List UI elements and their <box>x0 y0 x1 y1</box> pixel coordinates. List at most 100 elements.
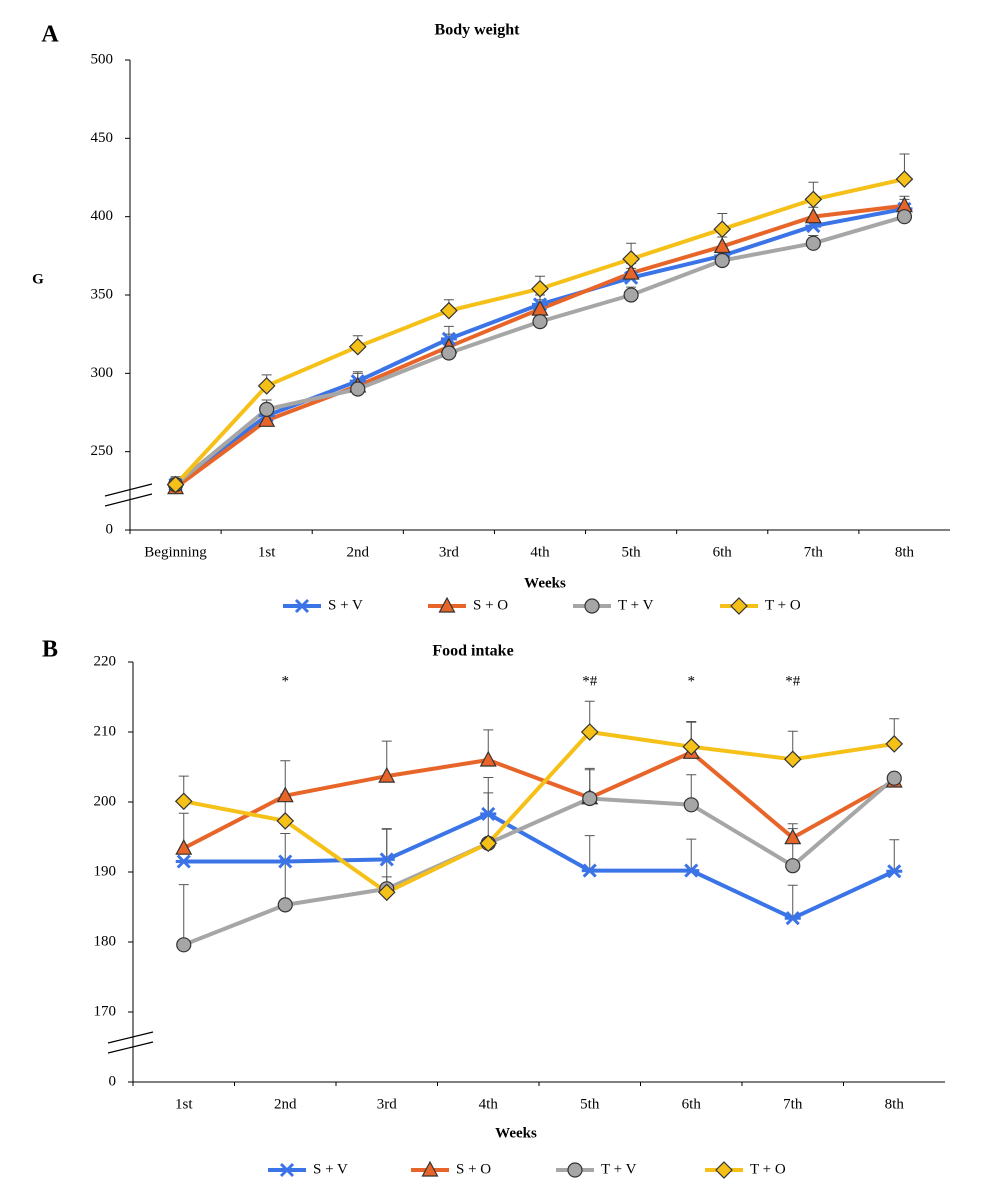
data-point <box>896 209 913 225</box>
data-point <box>175 854 192 869</box>
data-point <box>531 279 549 298</box>
y-tick-label: 0 <box>109 1073 117 1089</box>
x-tick-label: 3rd <box>377 1096 397 1112</box>
panel-label: B <box>42 637 58 663</box>
data-point <box>784 911 801 926</box>
series-line <box>183 776 896 947</box>
data-point <box>895 170 914 188</box>
data-point <box>277 897 293 913</box>
x-tick-label: 3rd <box>439 544 459 560</box>
x-tick-label: 1st <box>175 1096 193 1112</box>
data-point <box>259 401 275 417</box>
y-tick-label: 300 <box>91 365 114 381</box>
data-point <box>785 858 801 874</box>
x-tick-label: 7th <box>783 1096 803 1112</box>
data-point <box>804 190 823 209</box>
data-point <box>258 411 276 427</box>
data-point <box>784 828 802 845</box>
data-point <box>276 812 295 830</box>
data-point <box>683 863 700 878</box>
data-point <box>886 770 902 786</box>
x-tick-label: 2nd <box>274 1096 297 1112</box>
x-tick-label: 5th <box>580 1096 600 1112</box>
data-point <box>682 737 701 756</box>
axis-break-marks <box>104 483 154 1054</box>
error-bar <box>280 833 291 862</box>
y-tick-label: 190 <box>94 863 117 879</box>
data-point <box>479 834 498 853</box>
legend-label: T + O <box>750 1161 786 1177</box>
legend-marker <box>294 598 310 614</box>
annotation: *# <box>785 673 801 689</box>
data-point <box>174 792 193 811</box>
axis-break <box>107 1031 154 1044</box>
y-tick-label: 170 <box>94 1003 117 1019</box>
series-line <box>183 811 896 921</box>
data-point <box>622 250 640 268</box>
y-tick-label: 180 <box>94 933 117 949</box>
data-point <box>176 937 192 953</box>
chart-title: Food intake <box>432 643 513 660</box>
data-point <box>276 786 294 803</box>
x-tick-label: 7th <box>804 544 824 560</box>
legend-marker <box>730 597 748 615</box>
data-point <box>480 806 497 821</box>
error-bar <box>686 838 697 871</box>
x-tick-label: 6th <box>713 544 733 560</box>
data-point <box>713 220 732 239</box>
series-line <box>174 206 905 487</box>
x-tick-label: Beginning <box>144 544 207 560</box>
legend-label: S + V <box>328 597 363 613</box>
error-bar <box>483 777 494 844</box>
error-bar <box>889 839 900 872</box>
axis-break <box>104 483 153 497</box>
data-point <box>713 237 731 254</box>
data-point <box>348 337 367 356</box>
x-axis-label: Weeks <box>524 575 566 591</box>
series-line <box>182 750 896 850</box>
data-point <box>175 838 193 855</box>
data-point <box>257 377 276 395</box>
legend-label: S + O <box>456 1161 491 1177</box>
axis-break <box>107 1041 154 1054</box>
y-tick-label: 200 <box>94 793 117 809</box>
data-point <box>479 750 497 767</box>
legend-marker <box>584 598 600 614</box>
data-point <box>440 301 458 320</box>
data-point <box>581 863 598 878</box>
data-point <box>378 852 395 867</box>
data-point <box>714 252 730 269</box>
x-tick-label: 8th <box>885 1096 905 1112</box>
series-line <box>174 214 906 487</box>
legend-label: S + V <box>313 1161 348 1177</box>
data-point <box>377 883 396 902</box>
legend-label: T + O <box>765 597 801 613</box>
x-axis-label: Weeks <box>495 1125 537 1141</box>
error-bar <box>178 884 189 945</box>
data-point <box>622 263 640 280</box>
annotation: * <box>282 673 290 689</box>
x-tick-label: 2nd <box>347 544 370 560</box>
legend-marker <box>715 1161 733 1179</box>
legend-label: T + V <box>601 1161 637 1177</box>
series-line <box>183 730 895 895</box>
error-bar <box>584 835 595 871</box>
legend-label: S + O <box>473 597 508 613</box>
data-point <box>582 790 598 807</box>
y-tick-label: 0 <box>106 521 114 537</box>
y-tick-label: 210 <box>94 723 117 739</box>
series-line <box>174 177 905 486</box>
x-tick-label: 4th <box>530 544 550 560</box>
y-tick-label: 350 <box>91 286 114 302</box>
error-bar <box>787 884 798 919</box>
legend-marker <box>438 596 456 613</box>
data-point <box>885 735 904 753</box>
x-tick-label: 1st <box>258 544 276 560</box>
legend-marker <box>421 1160 439 1177</box>
axis-break <box>104 493 153 507</box>
x-tick-label: 4th <box>479 1096 499 1112</box>
data-point <box>886 864 903 879</box>
data-point <box>805 235 821 251</box>
data-point <box>580 723 599 741</box>
